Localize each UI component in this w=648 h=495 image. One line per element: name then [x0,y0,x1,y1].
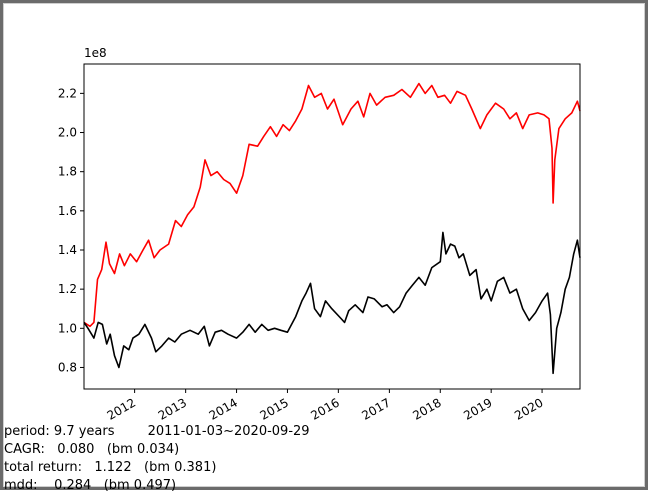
y-tick-label: 1.8 [58,165,77,179]
x-tick-label: 2012 [105,395,138,422]
y-tick-label: 1.2 [58,282,77,296]
x-tick-label: 2014 [207,395,240,422]
x-tick-label: 2016 [308,395,341,422]
stats-total-return: total return: 1.122 (bm 0.381) [4,460,217,475]
series-line-1 [83,82,581,328]
stats-period: period: 9.7 years 2011-01-03~2020-09-29 [4,424,310,439]
y-offset-label: 1e8 [84,46,107,60]
y-tick-label: 0.8 [58,360,77,374]
stats-panel: period: 9.7 years 2011-01-03~2020-09-29 … [4,423,644,495]
figure-border [3,3,645,487]
y-tick-label: 1.4 [58,243,77,257]
y-tick-label: 1.6 [58,204,77,218]
y-tick-label: 2.2 [58,86,77,100]
x-tick-label: 2019 [461,395,494,422]
x-tick-label: 2018 [410,395,443,422]
x-tick-label: 2015 [257,395,290,422]
x-tick-label: 2017 [359,395,392,422]
y-tick-label: 1.0 [58,321,77,335]
series-line-2 [83,231,581,375]
y-tick-label: 2.0 [58,126,77,140]
stats-cagr: CAGR: 0.080 (bm 0.034) [4,442,180,457]
stats-mdd: mdd: 0.284 (bm 0.497) [4,478,177,493]
x-tick-label: 2020 [512,395,545,422]
x-tick-label: 2013 [156,395,189,422]
plot-frame [83,63,581,390]
